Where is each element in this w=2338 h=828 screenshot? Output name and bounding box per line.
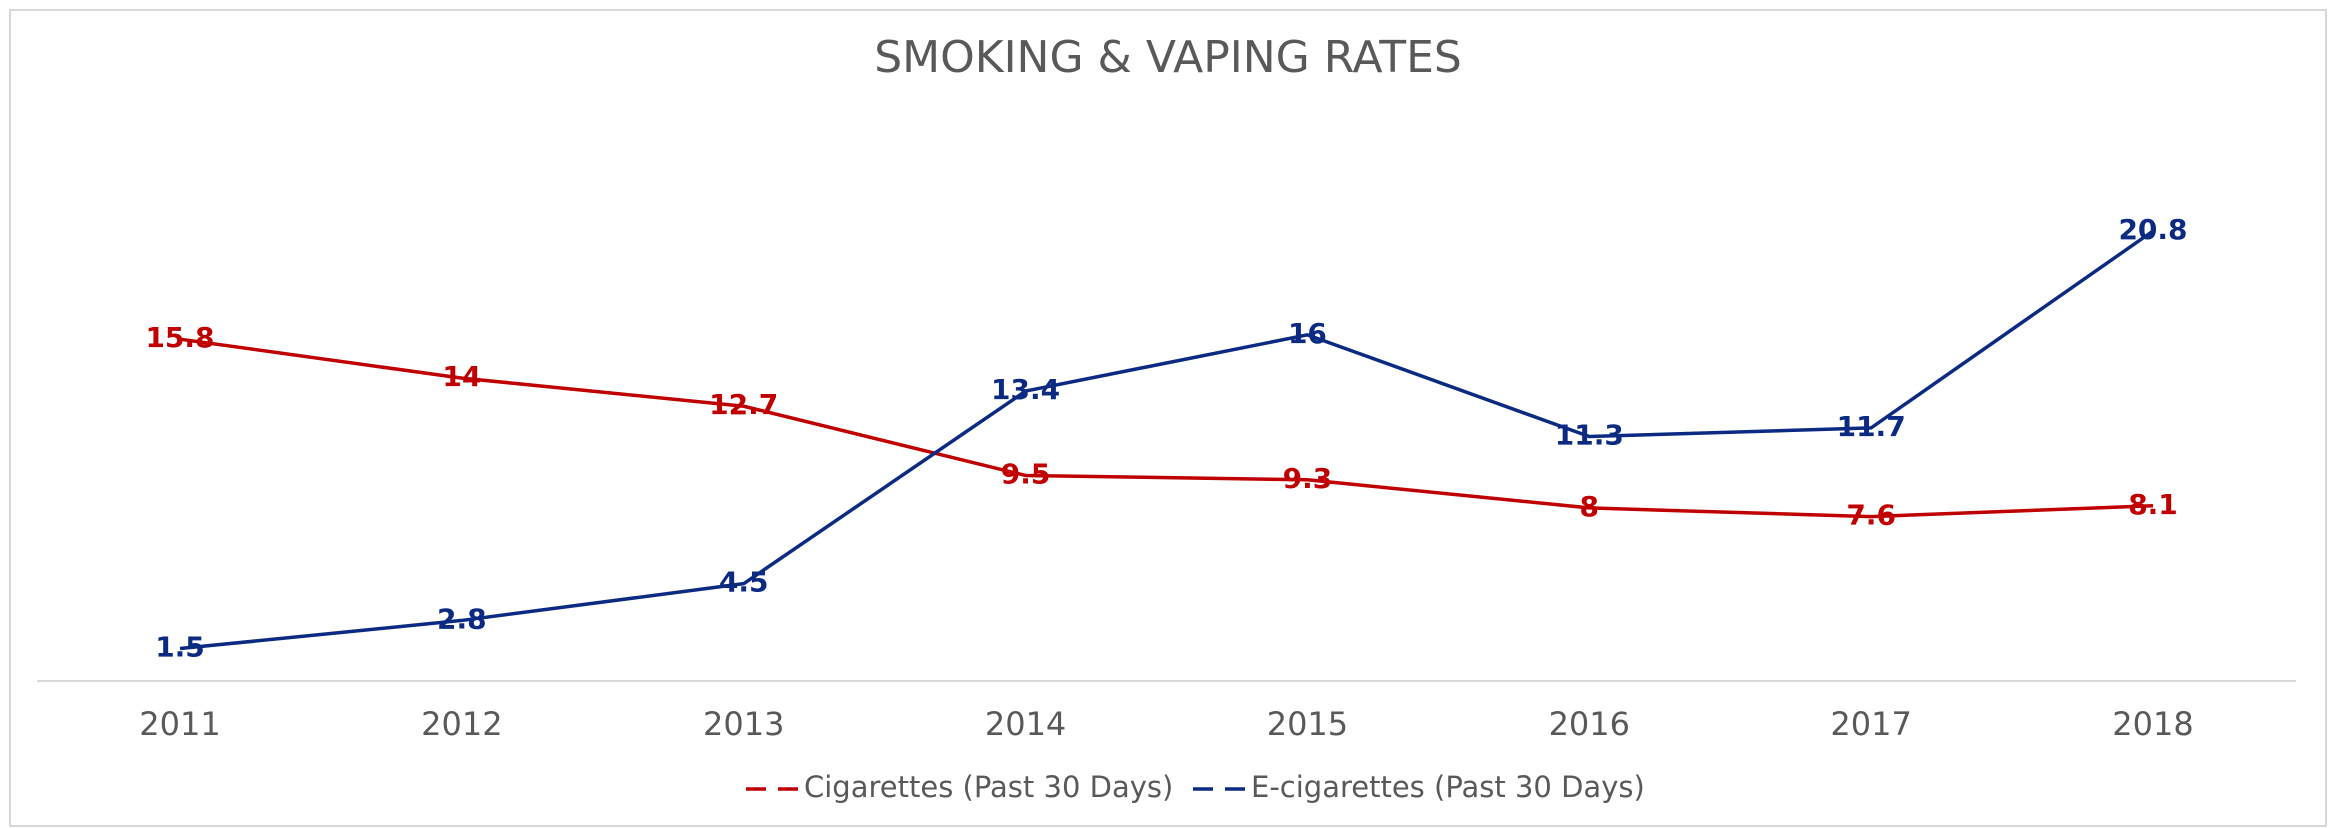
x-tick-label: 2015: [1267, 705, 1348, 743]
x-tick-label: 2011: [139, 705, 220, 743]
data-label: 15.8: [145, 321, 214, 354]
data-label: 7.6: [1846, 499, 1896, 532]
x-tick-label: 2012: [421, 705, 502, 743]
data-label: 2.8: [437, 602, 487, 635]
data-label: 8.1: [2128, 488, 2178, 521]
legend-label: E-cigarettes (Past 30 Days): [1251, 770, 1645, 804]
data-label: 16: [1288, 317, 1327, 350]
chart-title: SMOKING & VAPING RATES: [874, 32, 1462, 83]
data-label: 1.5: [155, 631, 205, 664]
x-tick-label: 2013: [703, 705, 784, 743]
data-label: 13.4: [991, 373, 1060, 406]
chart-border: [9, 9, 2327, 827]
data-label: 12.7: [709, 388, 778, 421]
data-label: 14: [442, 360, 481, 393]
data-label: 9.3: [1283, 462, 1333, 495]
data-label: 11.3: [1555, 419, 1624, 452]
x-tick-label: 2016: [1549, 705, 1630, 743]
series-line: [179, 337, 2154, 519]
data-label: 11.7: [1837, 410, 1906, 443]
series-line: [179, 229, 2155, 651]
x-tick-label: 2014: [985, 705, 1066, 743]
x-tick-label: 2017: [1830, 705, 1911, 743]
data-label: 9.5: [1001, 457, 1051, 490]
x-tick-label: 2018: [2112, 705, 2193, 743]
legend-label: Cigarettes (Past 30 Days): [804, 770, 1173, 804]
data-label: 20.8: [2118, 213, 2187, 246]
data-label: 8: [1580, 490, 1599, 523]
data-label: 4.5: [719, 566, 769, 599]
